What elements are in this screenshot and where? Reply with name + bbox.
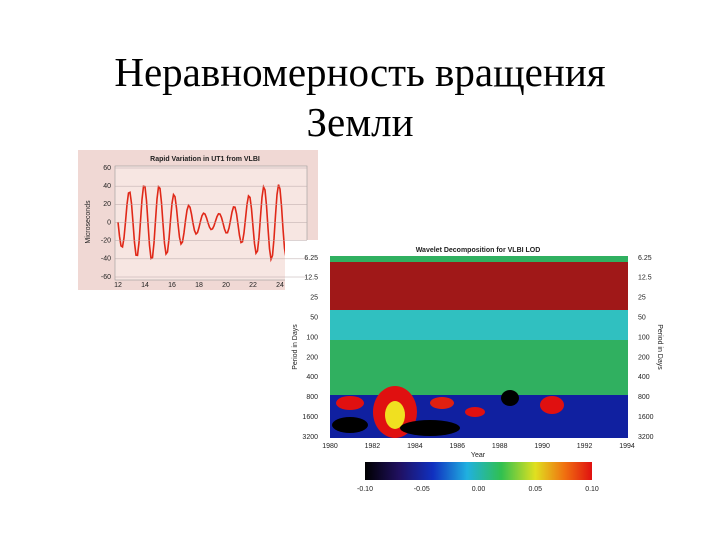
figure-title: Rapid Variation in UT1 from VLBI [150,156,260,163]
x-tick-label: 24 [276,282,284,289]
y-tick-label: -20 [101,238,111,245]
y-tick-label: 1600 [302,414,318,421]
y-tick-label: -60 [101,274,111,281]
colorbar-tick-label: 0.00 [472,486,486,493]
x-tick-label: 1986 [449,443,465,450]
colorbar-tick-label: -0.10 [357,486,373,493]
blob [501,390,519,406]
blob [540,396,564,414]
y-tick-label: 50 [310,315,318,322]
slide-title: Земли [306,99,414,145]
y-tick-label: 200 [306,354,318,361]
slide-title: Неравномерность вращения [114,49,606,95]
x-tick-label: 1990 [534,443,550,450]
blob [336,396,364,410]
blob [400,420,460,436]
y2-tick-label: 50 [638,315,646,322]
y2-tick-label: 200 [638,354,650,361]
y-tick-label: 400 [306,374,318,381]
figure-2: Wavelet Decomposition for VLBI LOD Perio… [285,240,663,498]
x-tick-label: 22 [249,282,257,289]
x-tick-label: 1994 [619,443,635,450]
x-tick-label: 1984 [407,443,423,450]
x-tick-label: 1982 [365,443,381,450]
x-tick-label: 14 [141,282,149,289]
figure-1: Rapid Variation in UT1 from VLBI Microse… [78,150,318,290]
y-tick-label: 100 [306,334,318,341]
y2-axis-label: Period in Days [656,324,663,370]
y2-tick-label: 100 [638,334,650,341]
figure-title: Wavelet Decomposition for VLBI LOD [416,247,541,254]
y-tick-label: 0 [107,219,111,226]
y2-tick-label: 800 [638,394,650,401]
x-tick-label: 20 [222,282,230,289]
x-tick-label: 12 [114,282,122,289]
x-tick-label: 1992 [577,443,593,450]
x-tick-label: 1980 [322,443,338,450]
y-tick-label: 25 [310,295,318,302]
blob [465,407,485,417]
y-tick-label: 60 [103,165,111,172]
y-tick-label: 40 [103,183,111,190]
blob [385,401,405,429]
colorbar-tick-label: -0.05 [414,486,430,493]
blob [332,417,368,433]
y2-tick-label: 6.25 [638,255,652,262]
y-tick-label: 20 [103,201,111,208]
y2-tick-label: 25 [638,295,646,302]
y-tick-label: 12.5 [304,275,318,282]
y2-tick-label: 12.5 [638,275,652,282]
y-tick-label: -40 [101,256,111,263]
y2-tick-label: 1600 [638,414,654,421]
colorbar-tick-label: 0.05 [528,486,542,493]
colorbar-tick-label: 0.10 [585,486,599,493]
y2-tick-label: 400 [638,374,650,381]
band [330,310,628,340]
y-axis-label: Period in Days [292,324,299,370]
x-tick-label: 18 [195,282,203,289]
colorbar [365,462,592,480]
signal-line [117,184,289,263]
y-axis-label: Microseconds [85,200,92,244]
x-tick-label: 16 [168,282,176,289]
band [330,262,628,310]
blob [430,397,454,409]
x-axis-label: Year [471,452,486,459]
y2-tick-label: 3200 [638,434,654,441]
x-tick-label: 1988 [492,443,508,450]
plot-area [114,165,308,281]
y-tick-label: 3200 [302,434,318,441]
y-tick-label: 800 [306,394,318,401]
y-tick-label: 6.25 [304,255,318,262]
